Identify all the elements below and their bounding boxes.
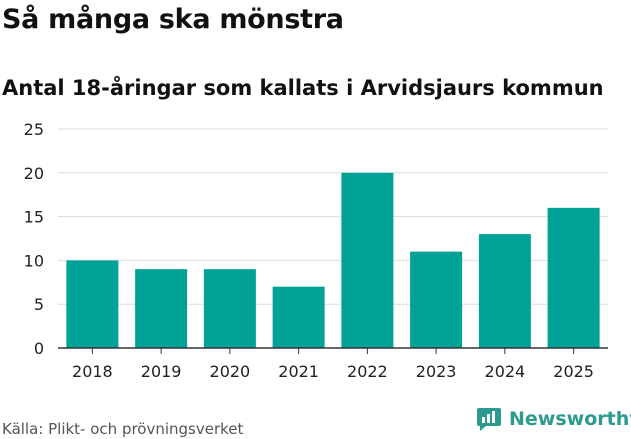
x-tick-label: 2024	[485, 362, 526, 381]
x-tick-label: 2018	[72, 362, 113, 381]
y-tick-label: 15	[24, 208, 44, 227]
bar-2022[interactable]	[341, 172, 394, 348]
y-tick-label: 5	[34, 295, 44, 314]
bar-2024[interactable]	[478, 234, 531, 348]
y-tick-label: 10	[24, 251, 44, 270]
x-axis-ticks: 2018 2019 2020 2021 2022 2023 2024 2025	[72, 348, 594, 381]
source-note: Källa: Plikt- och prövningsverket	[2, 420, 244, 438]
brand-name: Newsworthy	[509, 408, 631, 430]
x-tick-label: 2022	[347, 362, 388, 381]
x-tick-label: 2019	[141, 362, 182, 381]
chart-title: Så många ska mönstra	[2, 4, 344, 35]
y-axis-ticks: 0 5 10 15 20 25	[24, 120, 44, 358]
bar-2021[interactable]	[272, 286, 325, 348]
bar-2018[interactable]	[66, 260, 119, 348]
bar-2023[interactable]	[410, 251, 463, 348]
y-tick-label: 25	[24, 120, 44, 139]
bar-2020[interactable]	[203, 269, 256, 348]
bar-2019[interactable]	[135, 269, 188, 348]
x-tick-label: 2020	[210, 362, 251, 381]
bar-2025[interactable]	[547, 207, 600, 348]
x-tick-label: 2023	[416, 362, 457, 381]
brand-logo[interactable]: Newsworthy	[475, 405, 631, 433]
bars	[66, 172, 600, 348]
y-tick-label: 0	[34, 339, 44, 358]
y-tick-label: 20	[24, 164, 44, 183]
chart-subtitle: Antal 18-åringar som kallats i Arvidsjau…	[2, 76, 604, 100]
x-tick-label: 2021	[278, 362, 319, 381]
newsworthy-logo-icon	[477, 408, 501, 431]
x-tick-label: 2025	[553, 362, 594, 381]
